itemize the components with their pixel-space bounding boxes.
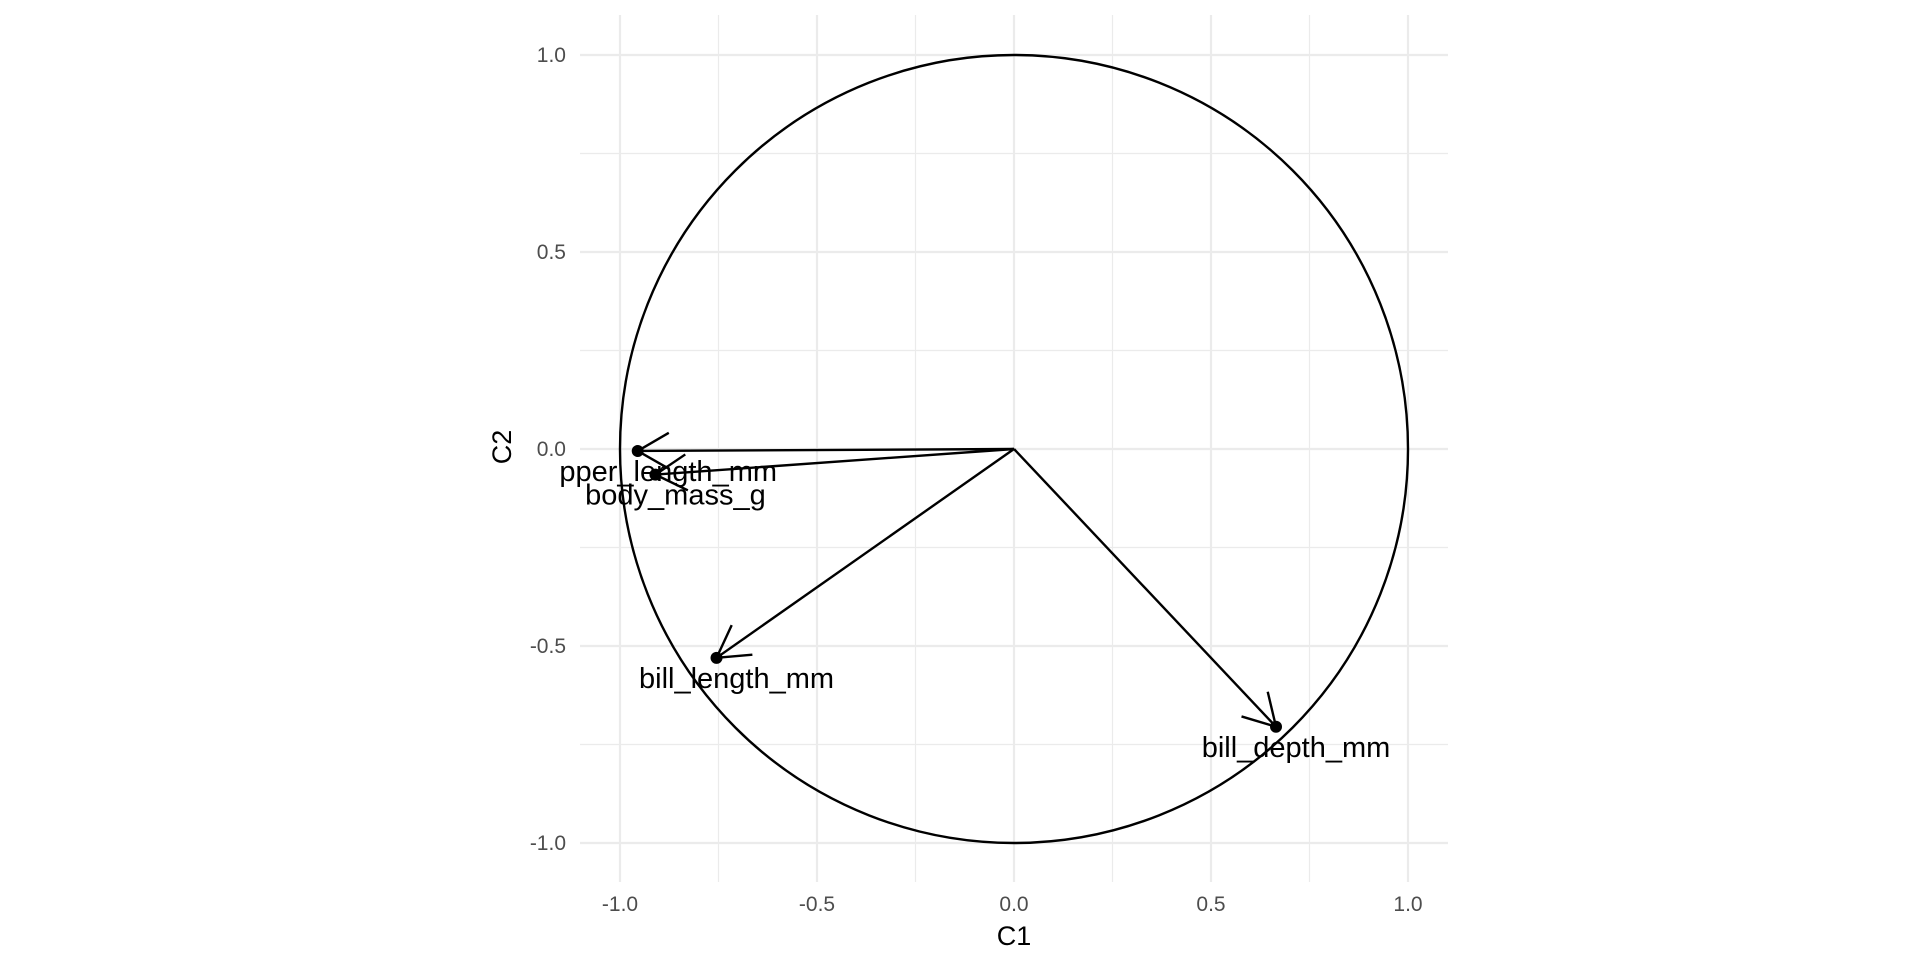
variable-label: bill_depth_mm [1202, 732, 1391, 764]
unit-circle-group [618, 53, 1410, 845]
variable-arrow [649, 447, 1015, 492]
variable-label: body_mass_g [585, 480, 766, 512]
x-tick-label: 1.0 [1393, 893, 1422, 916]
arrowhead-stroke [1241, 715, 1277, 728]
arrow-shaft [655, 447, 1015, 476]
y-tick-label: -1.0 [530, 832, 566, 855]
variable-point [631, 444, 644, 457]
x-tick-label: -0.5 [799, 893, 835, 916]
y-tick-label: -0.5 [530, 635, 566, 658]
variable-arrow [631, 431, 1015, 470]
variable-arrows [631, 431, 1283, 733]
y-tick-label: 1.0 [537, 44, 566, 67]
arrowhead-stroke [716, 653, 753, 660]
variable-arrow [1013, 448, 1283, 733]
arrow-shaft [637, 447, 1015, 453]
variable-point [710, 651, 723, 664]
arrowhead-stroke [637, 449, 670, 470]
arrow-shaft [1013, 448, 1277, 728]
variable-arrow [710, 448, 1015, 664]
tick-labels: -1.0 -0.5 0.0 0.5 1.0 -1.0 -0.5 0.0 0.5 1.0 [530, 44, 1423, 916]
variable-point [649, 468, 662, 481]
unit-circle [618, 53, 1410, 845]
y-tick-label: 0.5 [537, 241, 566, 264]
x-tick-label: 0.0 [999, 893, 1028, 916]
y-axis-title: C2 [487, 430, 517, 465]
variable-label: flipper_length_mm [538, 456, 777, 488]
y-tick-label: 0.0 [537, 438, 566, 461]
x-tick-label: 0.5 [1196, 893, 1225, 916]
x-tick-label: -1.0 [602, 893, 638, 916]
variable-label: bill_length_mm [639, 663, 834, 695]
x-axis-title: C1 [997, 921, 1032, 951]
variable-point [1270, 720, 1283, 733]
arrow-shaft [715, 448, 1015, 659]
